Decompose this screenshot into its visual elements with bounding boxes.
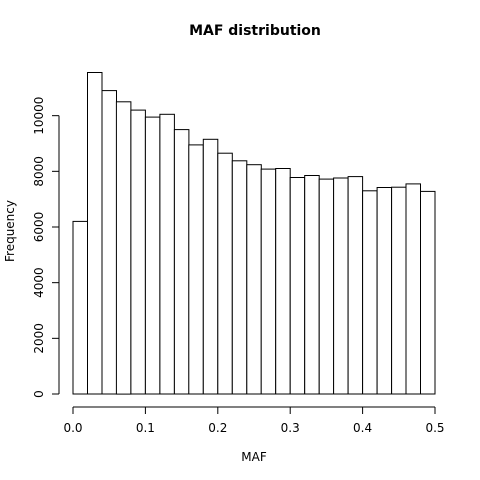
x-tick-label: 0.2 <box>208 421 227 435</box>
histogram-bar <box>115 101 132 395</box>
histogram-bar <box>217 152 233 395</box>
histogram-bar <box>318 178 335 395</box>
histogram-bar <box>333 177 349 395</box>
x-axis-label: MAF <box>241 450 267 464</box>
histogram-bar <box>202 138 219 395</box>
x-axis: 0.0 0.1 0.2 0.3 0.4 0.5 <box>63 406 445 435</box>
histogram-bar <box>173 129 190 395</box>
histogram-bar <box>289 177 306 395</box>
histogram-bar <box>130 109 146 395</box>
y-tick-label: 4000 <box>32 267 46 298</box>
y-tick-label: 2000 <box>32 323 46 354</box>
histogram-bar <box>188 144 204 395</box>
histogram-bar <box>391 186 407 395</box>
x-tick-label: 0.3 <box>281 421 300 435</box>
histogram-bar <box>72 220 88 395</box>
histogram-bar <box>347 176 364 395</box>
histogram-bar <box>231 160 248 395</box>
histogram-bar <box>405 183 421 395</box>
histogram-bar <box>144 116 161 395</box>
histogram-bar <box>260 168 277 395</box>
y-axis: 0 2000 4000 6000 8000 10000 <box>32 97 60 398</box>
y-axis-label: Frequency <box>3 200 17 262</box>
bars-group <box>72 72 436 395</box>
x-tick-label: 0.4 <box>353 421 372 435</box>
histogram-bar <box>246 164 262 395</box>
x-tick-label: 0.5 <box>425 421 444 435</box>
y-tick-label: 8000 <box>32 156 46 187</box>
chart-title: MAF distribution <box>189 23 321 39</box>
histogram-bar <box>87 72 103 395</box>
y-tick-label: 10000 <box>32 97 46 135</box>
histogram-bar <box>420 190 436 395</box>
histogram-bar <box>159 113 175 395</box>
histogram-bar <box>304 175 320 395</box>
x-tick-label: 0.0 <box>63 421 82 435</box>
histogram-bar <box>275 168 291 395</box>
histogram-bar <box>376 187 393 395</box>
x-tick-label: 0.1 <box>136 421 155 435</box>
y-tick-label: 6000 <box>32 212 46 243</box>
y-tick-label: 0 <box>32 390 46 398</box>
histogram-bar <box>362 190 378 395</box>
histogram-bar <box>101 90 117 395</box>
